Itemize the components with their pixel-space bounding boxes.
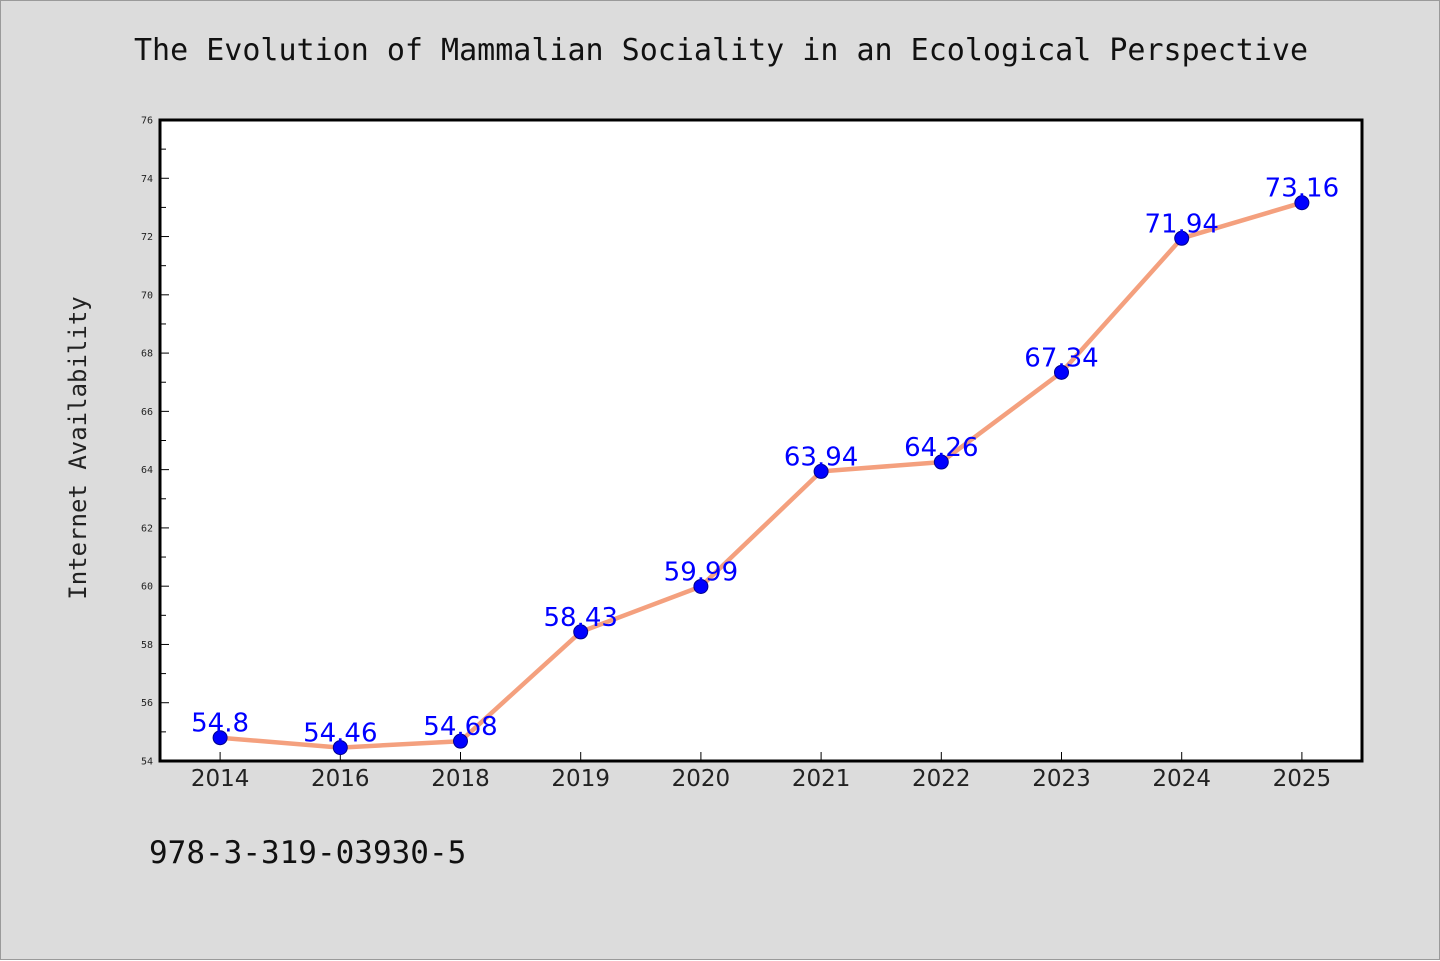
x-tick-label: 2018 [431,766,490,792]
x-tick-label: 2021 [792,766,851,792]
data-label: 67.34 [1024,343,1098,373]
y-tick-label: 64 [141,465,153,476]
chart-title: The Evolution of Mammalian Sociality in … [134,33,1308,68]
x-tick-label: 2016 [311,766,370,792]
x-axis-ticks: 2014 2016 2018 2019 2020 2021 2022 2023 2024 2025 [191,752,1331,792]
x-tick-label: 2014 [191,766,250,792]
data-label: 59.99 [664,557,738,587]
data-label: 54.8 [191,709,249,739]
data-label: 54.46 [303,719,377,749]
x-tick-label: 2023 [1032,766,1091,792]
footer-code: 978-3-319-03930-5 [149,835,467,871]
y-tick-label: 76 [141,116,153,127]
x-tick-label: 2024 [1152,766,1211,792]
y-tick-label: 62 [141,523,153,534]
data-label-layer: 54.8 54.46 54.68 58.43 59.99 63.94 64.26 67.34 7… [191,174,1339,749]
data-point [573,624,589,640]
x-tick-label: 2025 [1273,766,1332,792]
y-tick-label: 70 [141,290,153,301]
y-tick-label: 74 [141,174,153,185]
data-label: 63.94 [784,442,858,472]
y-axis-ticks: 54 56 58 60 62 64 66 68 70 72 74 76 [141,116,169,768]
data-label: 54.68 [423,712,497,742]
data-point [693,578,709,594]
data-point [1174,230,1190,246]
y-tick-label: 60 [141,582,153,593]
y-tick-label: 72 [141,232,153,243]
data-point [332,740,348,756]
data-label: 58.43 [543,603,617,633]
data-point [813,463,829,479]
data-point [933,454,949,470]
data-label: 71.94 [1144,209,1218,239]
y-tick-label: 68 [141,349,153,360]
x-tick-label: 2020 [672,766,731,792]
series-line [217,200,1305,750]
data-point [1054,364,1069,380]
x-tick-label: 2019 [551,766,610,792]
data-point [453,733,468,749]
data-label: 64.26 [904,433,978,463]
y-tick-label: 66 [141,407,153,418]
data-point [1294,195,1310,211]
x-tick-label: 2022 [912,766,971,792]
plot-frame [158,118,1364,763]
y-tick-label: 54 [141,757,153,768]
data-point [212,730,228,746]
series-layer [212,195,1310,756]
data-label: 73.16 [1265,174,1339,204]
y-tick-label: 58 [141,640,153,651]
y-tick-label: 56 [141,698,153,709]
